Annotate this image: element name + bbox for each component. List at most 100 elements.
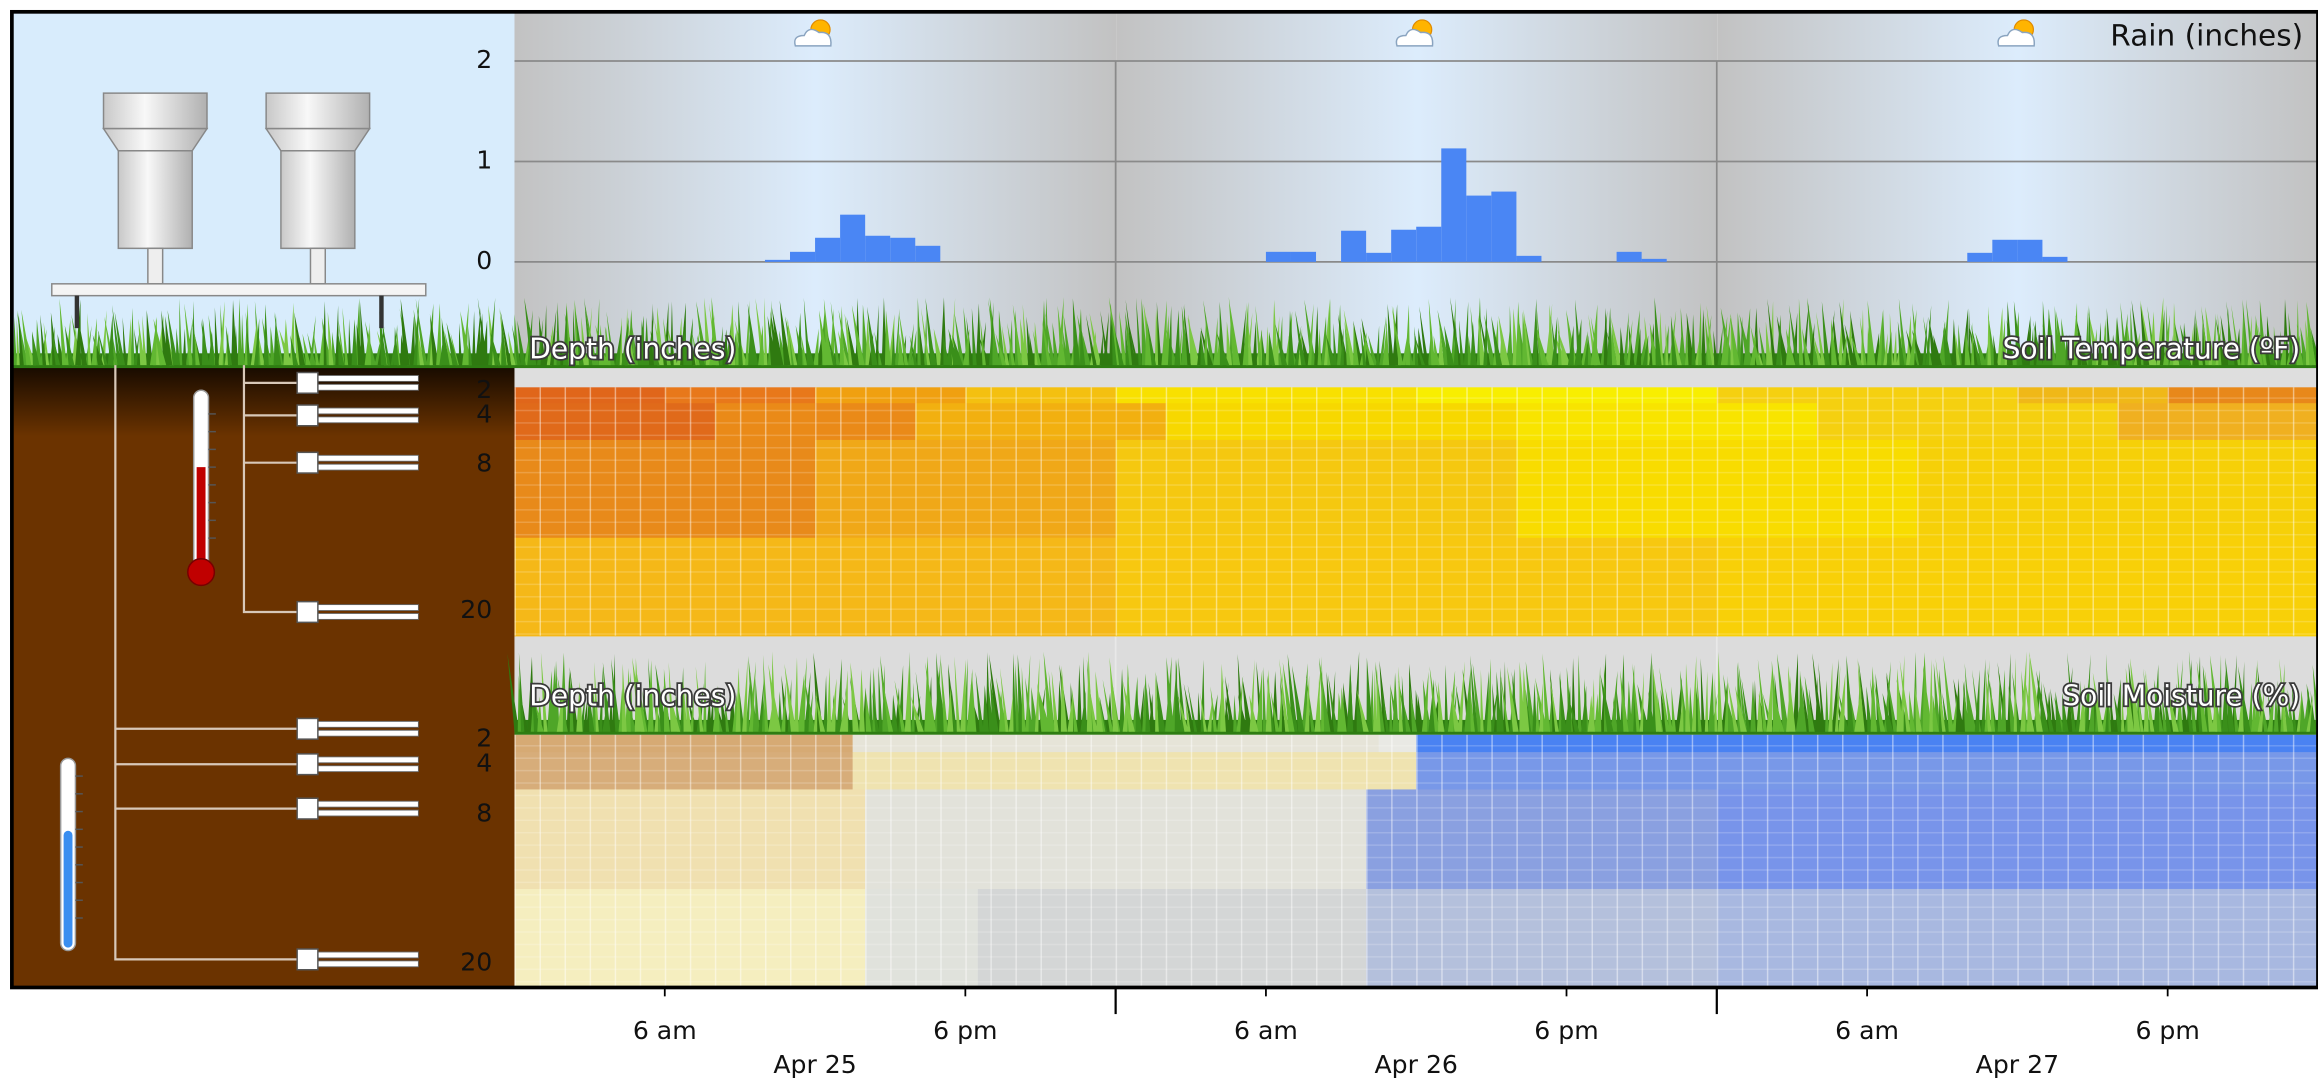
date-label: Apr 25	[773, 1050, 856, 1079]
cloud	[1997, 28, 2036, 47]
bar	[815, 237, 841, 262]
grass-blades	[540, 651, 2314, 732]
thermometer-fill	[196, 467, 206, 565]
bar	[1265, 251, 1291, 262]
bar	[1341, 230, 1367, 262]
bar	[764, 259, 791, 262]
thermometer-bulb	[187, 558, 216, 587]
bar	[1516, 255, 1542, 262]
sensor-bar	[312, 756, 419, 764]
y-tick-label: 20	[460, 948, 492, 977]
weather-icons	[794, 19, 2036, 47]
sky	[11, 11, 515, 367]
bar	[1366, 252, 1392, 262]
x-tick-label: 6 am	[1835, 1016, 1899, 1045]
moisture-scale	[75, 775, 83, 919]
bar	[1441, 148, 1467, 262]
sensors	[296, 371, 419, 971]
bar	[1992, 239, 2018, 262]
chart-title: Soil Temperature (ºF)	[2003, 332, 2301, 365]
sensor-bar	[312, 416, 419, 424]
chart-title: Soil Moisture (%)	[2062, 680, 2300, 713]
date-label: Apr 26	[1374, 1050, 1457, 1079]
bar	[790, 251, 816, 262]
x-tick-label: 6 am	[1234, 1016, 1298, 1045]
x-tick-label: 6 pm	[933, 1016, 997, 1045]
y-tick-label: 4	[476, 749, 492, 778]
y-tick-label: 2	[476, 45, 492, 74]
sensor-bar	[312, 809, 419, 817]
sensor-head	[296, 404, 319, 427]
y-tick-label: 4	[476, 399, 492, 428]
bar	[865, 235, 891, 262]
x-tick-label: 6 am	[633, 1016, 697, 1045]
date-label: Apr 27	[1976, 1050, 2059, 1079]
bar	[1491, 191, 1517, 262]
day-background	[514, 11, 1117, 367]
bar	[1967, 252, 1993, 262]
y-tick-label: 2	[476, 375, 492, 404]
grass-blades	[18, 297, 2318, 366]
axis-label: Depth (inches)	[529, 332, 736, 365]
bar	[1641, 258, 1667, 262]
bar	[2042, 256, 2068, 262]
sensor-head	[296, 948, 319, 971]
soil	[11, 362, 515, 988]
sensor-head	[296, 600, 319, 624]
rain-gauge	[264, 92, 371, 285]
bar	[2017, 239, 2043, 262]
sensor-bar	[312, 375, 419, 382]
soil-shade	[11, 362, 515, 437]
sensor-bar	[312, 765, 419, 773]
sensor-head	[296, 717, 319, 740]
platform	[51, 283, 427, 297]
y-tick-label: 0	[476, 246, 492, 275]
x-tick-label: 6 pm	[1534, 1016, 1598, 1045]
sensor-bar	[312, 729, 419, 737]
y-tick-label: 2	[476, 724, 492, 753]
sensor-bar	[312, 463, 419, 471]
day-background	[1116, 11, 1718, 367]
grass-blades	[533, 651, 2285, 732]
bar	[915, 245, 941, 262]
sensor-head	[296, 371, 319, 394]
sensor-bar	[312, 960, 419, 968]
sensor-bar	[312, 604, 419, 611]
moisture-gauge-fill	[63, 830, 73, 948]
grass-blades	[31, 297, 2318, 366]
bar	[1466, 195, 1492, 262]
bar	[840, 214, 866, 262]
rain-gauge	[102, 92, 209, 285]
illustration	[51, 19, 2036, 971]
sensor-head	[296, 753, 319, 776]
x-tick-label: 6 pm	[2135, 1016, 2199, 1045]
sensor-bar	[312, 951, 419, 959]
bar	[1391, 229, 1417, 262]
sensor-wires	[114, 365, 299, 961]
chart-title: Rain (inches)	[2110, 18, 2303, 52]
thermometer-scale	[208, 413, 216, 539]
cell-grid	[514, 734, 2318, 986]
grass-blades	[518, 652, 2317, 732]
bar	[1616, 251, 1642, 262]
axis-label: Depth (inches)	[529, 680, 736, 713]
sensor-bar	[312, 454, 419, 462]
cell-grid	[514, 387, 2318, 986]
bar	[1290, 251, 1317, 262]
sensor-bar	[312, 800, 419, 808]
sensor-bar	[312, 407, 419, 415]
sensor-bar	[312, 383, 419, 391]
grass-blades	[21, 296, 2316, 366]
sensor-bar	[312, 613, 419, 620]
day-background	[1717, 11, 2318, 367]
bar	[1416, 226, 1442, 262]
cell-grid	[514, 387, 2318, 636]
y-tick-label: 1	[476, 145, 492, 174]
sensor-bar	[312, 720, 419, 728]
cloud	[794, 28, 832, 47]
sensor-head	[296, 797, 319, 820]
bar	[890, 237, 916, 262]
y-tick-label: 8	[476, 798, 492, 827]
